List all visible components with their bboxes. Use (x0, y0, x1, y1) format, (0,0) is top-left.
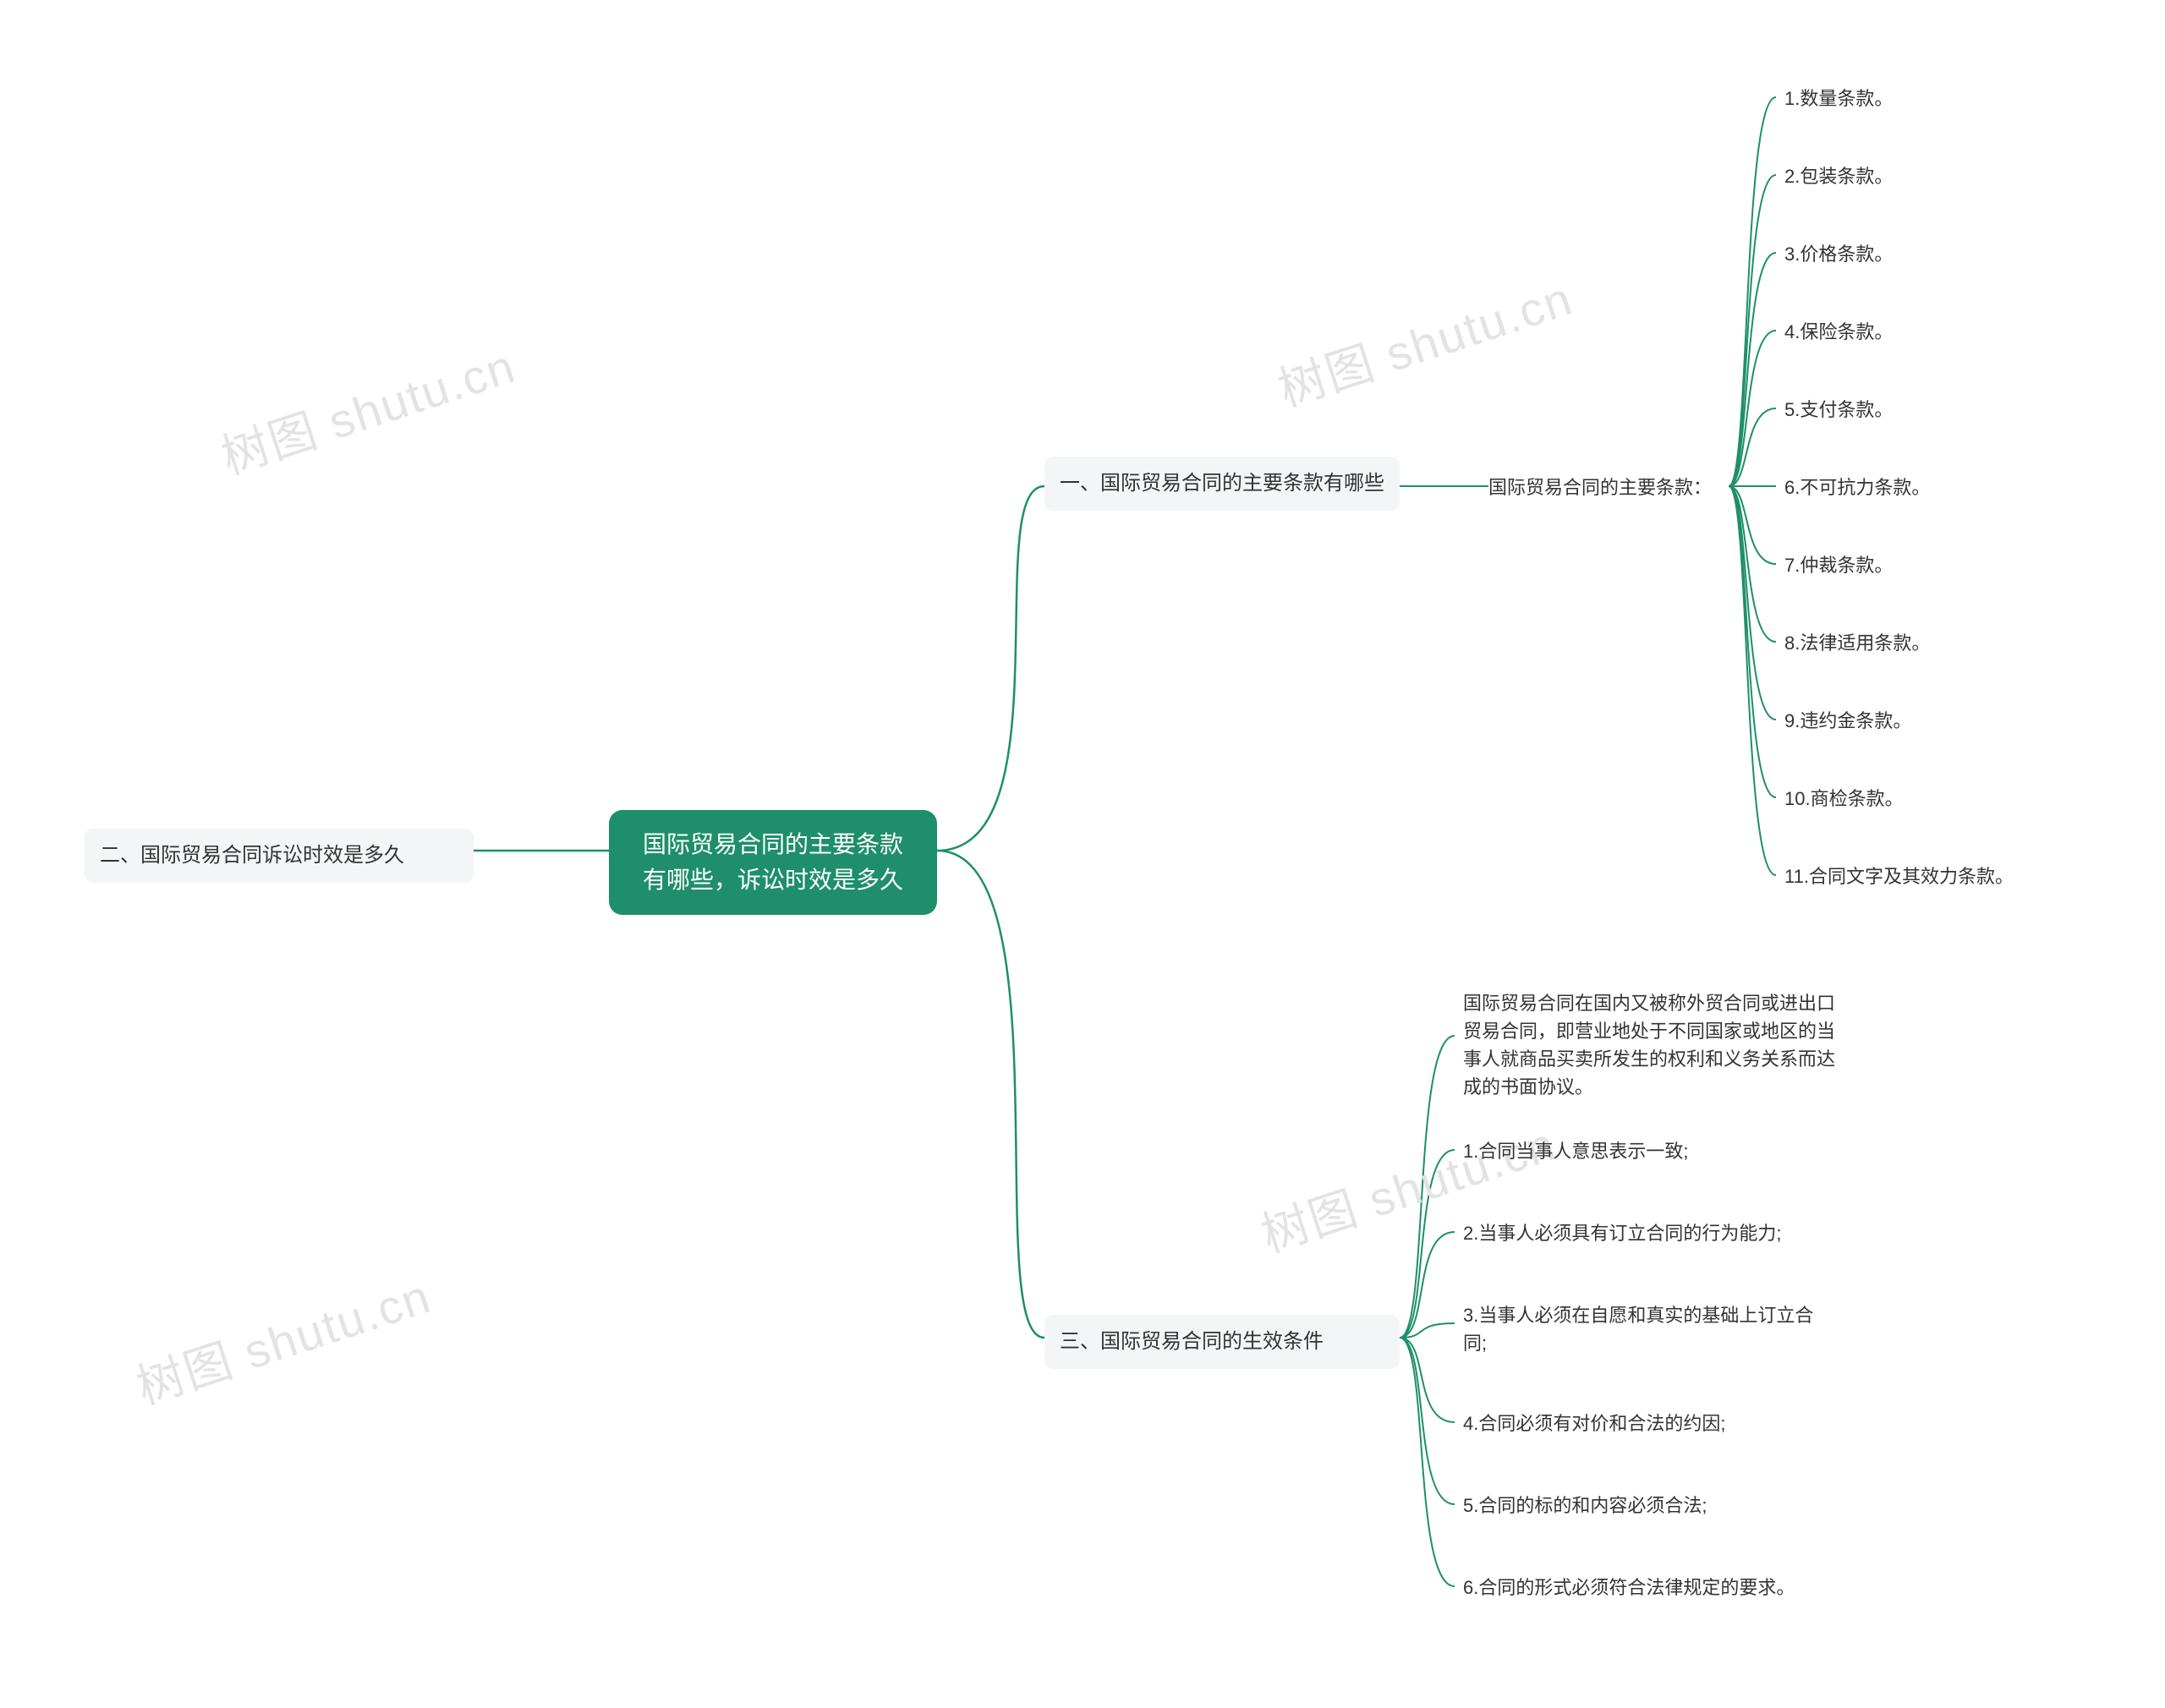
condition-item: 6.合同的形式必须符合法律规定的要求。 (1463, 1574, 1795, 1601)
leaf-text: 8.法律适用条款。 (1784, 632, 1930, 654)
root-node: 国际贸易合同的主要条款有哪些，诉讼时效是多久 (609, 810, 937, 915)
leaf-text: 4.保险条款。 (1784, 321, 1893, 342)
branch-label: 三、国际贸易合同的生效条件 (1060, 1330, 1324, 1353)
clause-item: 2.包装条款。 (1784, 162, 1893, 190)
condition-item: 国际贸易合同在国内又被称外贸合同或进出口贸易合同，即营业地处于不同国家或地区的当… (1463, 989, 1835, 1101)
clause-item: 10.商检条款。 (1784, 785, 1904, 813)
leaf-text: 国际贸易合同在国内又被称外贸合同或进出口贸易合同，即营业地处于不同国家或地区的当… (1463, 993, 1835, 1098)
leaf-text: 6.不可抗力条款。 (1784, 477, 1930, 498)
branch-effective-conditions: 三、国际贸易合同的生效条件 (1044, 1315, 1400, 1369)
clause-item: 8.法律适用条款。 (1784, 629, 1930, 657)
branch-label: 一、国际贸易合同的主要条款有哪些 (1060, 472, 1384, 495)
condition-item: 1.合同当事人意思表示一致; (1463, 1137, 1688, 1165)
clause-item: 5.支付条款。 (1784, 396, 1893, 424)
clause-item: 3.价格条款。 (1784, 240, 1893, 268)
leaf-text: 11.合同文字及其效力条款。 (1784, 866, 2014, 887)
leaf-text: 5.支付条款。 (1784, 399, 1893, 420)
leaf-text: 4.合同必须有对价和合法的约因; (1463, 1413, 1725, 1434)
clause-item: 7.仲裁条款。 (1784, 551, 1893, 579)
leaf-text: 2.当事人必须具有订立合同的行为能力; (1463, 1223, 1781, 1244)
clause-item: 11.合同文字及其效力条款。 (1784, 862, 2014, 890)
condition-item: 3.当事人必须在自愿和真实的基础上订立合同; (1463, 1301, 1835, 1357)
clause-item: 9.违约金条款。 (1784, 707, 1911, 735)
leaf-text: 1.合同当事人意思表示一致; (1463, 1141, 1688, 1162)
condition-item: 4.合同必须有对价和合法的约因; (1463, 1410, 1725, 1437)
condition-item: 5.合同的标的和内容必须合法; (1463, 1492, 1707, 1519)
condition-item: 2.当事人必须具有订立合同的行为能力; (1463, 1219, 1781, 1247)
mindmap-canvas: 树图 shutu.cn 树图 shutu.cn 树图 shutu.cn 树图 s… (0, 0, 2165, 1708)
sub-main-clauses: 国际贸易合同的主要条款： (1488, 474, 1712, 501)
leaf-text: 3.价格条款。 (1784, 244, 1893, 265)
branch-litigation-limitation: 二、国际贸易合同诉讼时效是多久 (85, 829, 474, 883)
leaf-text: 2.包装条款。 (1784, 166, 1893, 187)
clause-item: 1.数量条款。 (1784, 85, 1893, 112)
leaf-text: 9.违约金条款。 (1784, 710, 1911, 731)
leaf-text: 3.当事人必须在自愿和真实的基础上订立合同; (1463, 1305, 1813, 1354)
branch-label: 二、国际贸易合同诉讼时效是多久 (100, 844, 404, 867)
leaf-text: 6.合同的形式必须符合法律规定的要求。 (1463, 1577, 1795, 1598)
branch-main-clauses: 一、国际贸易合同的主要条款有哪些 (1044, 457, 1400, 511)
leaf-text: 5.合同的标的和内容必须合法; (1463, 1495, 1707, 1516)
leaf-text: 1.数量条款。 (1784, 88, 1893, 109)
clause-item: 4.保险条款。 (1784, 318, 1893, 346)
root-label: 国际贸易合同的主要条款有哪些，诉讼时效是多久 (643, 831, 903, 893)
leaf-text: 10.商检条款。 (1784, 788, 1904, 809)
sub-label: 国际贸易合同的主要条款： (1488, 477, 1712, 498)
leaf-text: 7.仲裁条款。 (1784, 555, 1893, 576)
clause-item: 6.不可抗力条款。 (1784, 474, 1930, 501)
